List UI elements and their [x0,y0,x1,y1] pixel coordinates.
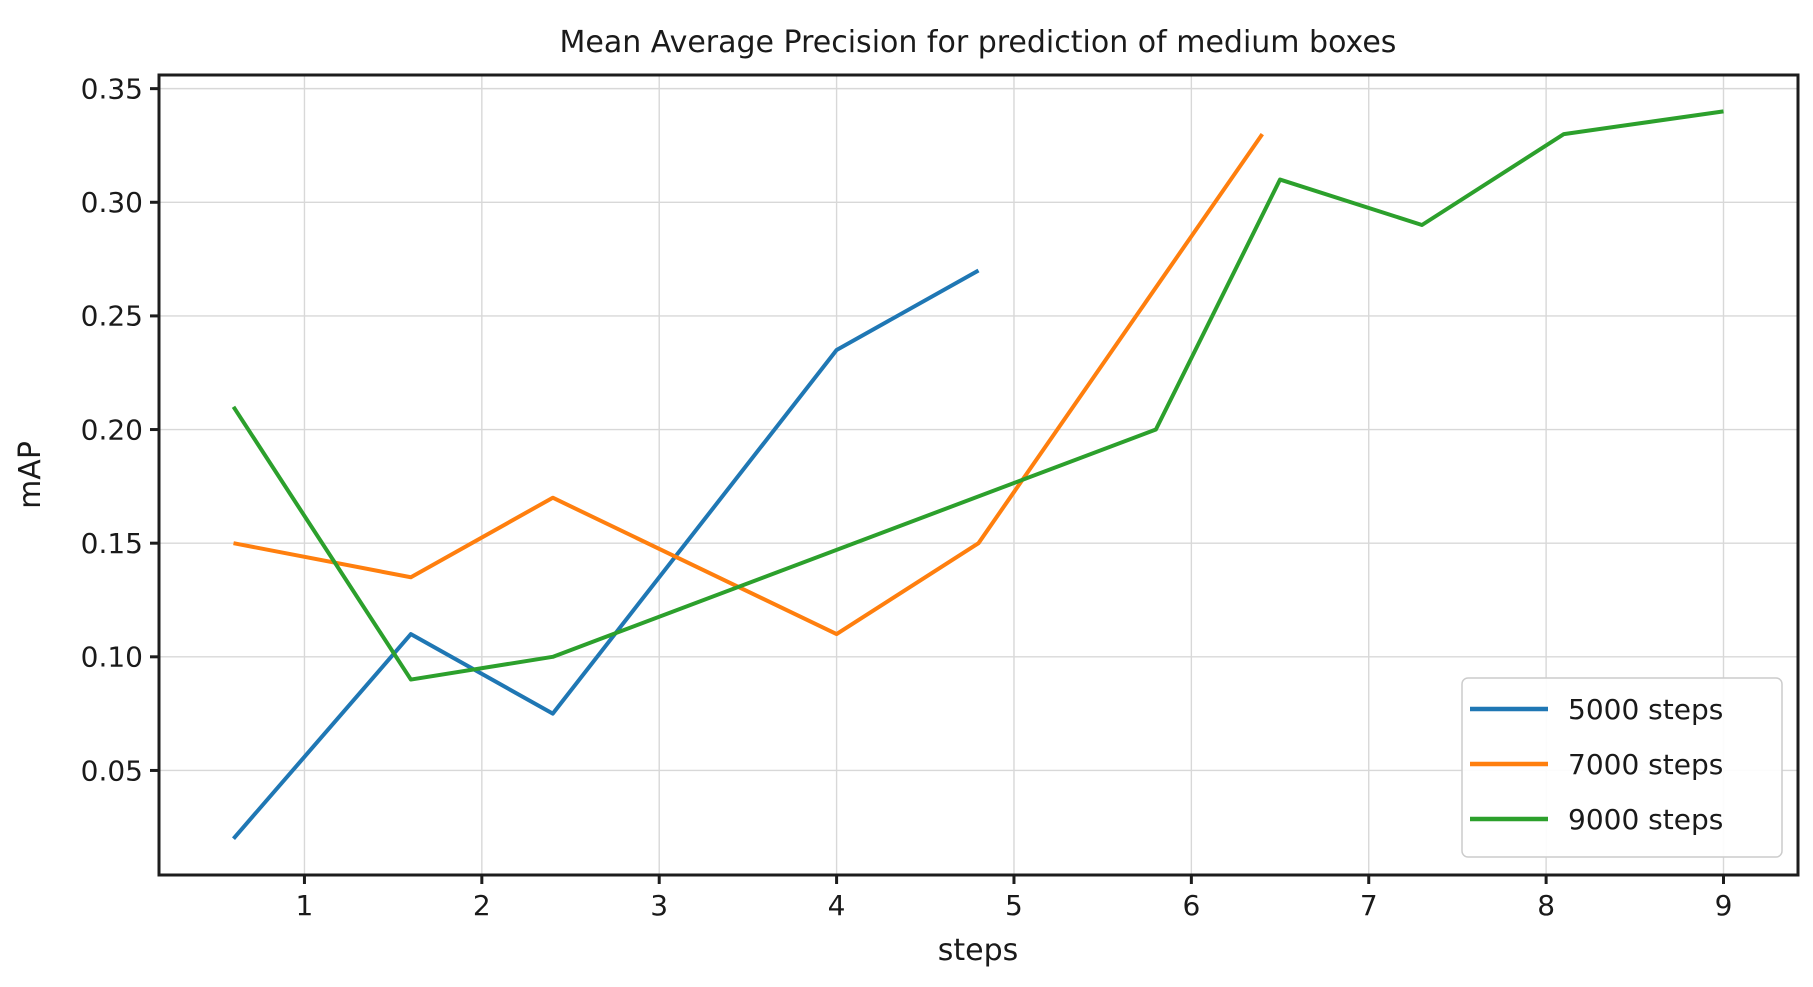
legend-item-7000-steps: 7000 steps [1470,748,1723,781]
data-series [231,109,1724,840]
chart-title: Mean Average Precision for prediction of… [560,25,1397,60]
series-line-9000-steps [231,109,1724,682]
series-line-5000-steps [231,268,980,840]
x-tick-label-5: 5 [1005,889,1023,922]
legend-label-7000-steps: 7000 steps [1568,748,1723,781]
y-tick-label-0.30: 0.30 [81,186,143,219]
y-axis-label: mAP [13,441,48,509]
x-tick-label-1: 1 [296,889,314,922]
y-tick-label-0.15: 0.15 [81,527,143,560]
y-tick-label-0.05: 0.05 [81,754,143,787]
y-tick-label-0.25: 0.25 [81,300,143,333]
y-tick-label-0.20: 0.20 [81,413,143,446]
x-tick-label-3: 3 [650,889,668,922]
legend-label-5000-steps: 5000 steps [1568,693,1723,726]
x-axis-label: steps [938,933,1019,968]
x-tick-label-4: 4 [828,889,846,922]
series-line-7000-steps [233,132,1264,637]
x-tick-label-2: 2 [473,889,491,922]
legend-box [1461,677,1783,858]
x-tick-label-8: 8 [1537,889,1555,922]
x-tick-label-6: 6 [1182,889,1200,922]
y-tick-label-0.10: 0.10 [81,641,143,674]
x-tick-label-7: 7 [1360,889,1378,922]
axis-ticks: 1 2 3 4 5 6 7 8 9 0.05 0.10 0.15 0.20 0.25 0.30 0.35 [81,72,1733,922]
x-tick-label-9: 9 [1715,889,1733,922]
legend-label-9000-steps: 9000 steps [1568,803,1723,836]
legend: 5000 steps 7000 steps 9000 steps [1461,677,1783,858]
legend-item-9000-steps: 9000 steps [1470,803,1723,836]
plot-border [157,73,1800,877]
legend-item-5000-steps: 5000 steps [1470,693,1723,726]
y-tick-label-0.35: 0.35 [81,72,143,105]
